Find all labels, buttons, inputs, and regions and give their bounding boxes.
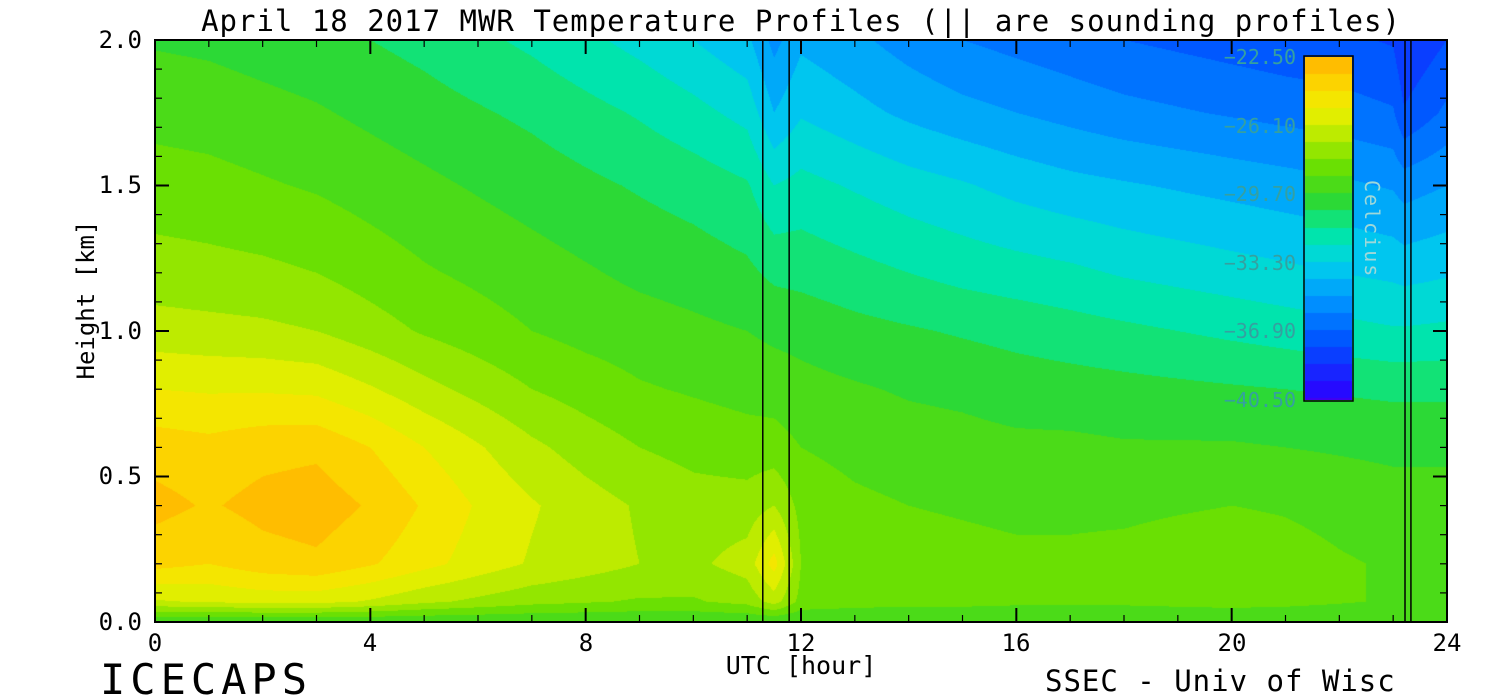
y-tick-label-0.0: 0.0	[98, 608, 142, 636]
y-tick-label-1.0: 1.0	[98, 317, 142, 345]
y-tick-label-2.0: 2.0	[98, 26, 142, 54]
colorbar-tick-4: −33.30	[1223, 251, 1296, 275]
x-tick-label-16: 16	[1001, 629, 1031, 657]
y-tick-label-1.5: 1.5	[98, 171, 142, 199]
x-tick-label-12: 12	[786, 629, 816, 657]
x-tick-label-8: 8	[578, 629, 594, 657]
x-tick-label-20: 20	[1217, 629, 1247, 657]
x-tick-label-4: 4	[362, 629, 378, 657]
x-axis-label: UTC [hour]	[725, 651, 877, 680]
colorbar-tick-6: −40.50	[1223, 388, 1296, 412]
colorbar-tick-1: −22.50	[1223, 45, 1296, 69]
project-name-text: ICECAPS	[100, 655, 313, 700]
colorbar-gradient	[1305, 57, 1352, 400]
colorbar-tick-5: −36.90	[1223, 319, 1296, 343]
x-tick-label-0: 0	[147, 629, 163, 657]
chart-title: April 18 2017 MWR Temperature Profiles (…	[201, 4, 1401, 38]
x-tick-label-24: 24	[1432, 629, 1462, 657]
colorbar-tick-2: −26.10	[1223, 114, 1296, 138]
y-tick-label-0.5: 0.5	[98, 462, 142, 490]
colorbar-title: Celcius	[1360, 180, 1384, 279]
colorbar-tick-3: −29.70	[1223, 182, 1296, 206]
institution-text: SSEC - Univ of Wisc	[1045, 664, 1396, 698]
